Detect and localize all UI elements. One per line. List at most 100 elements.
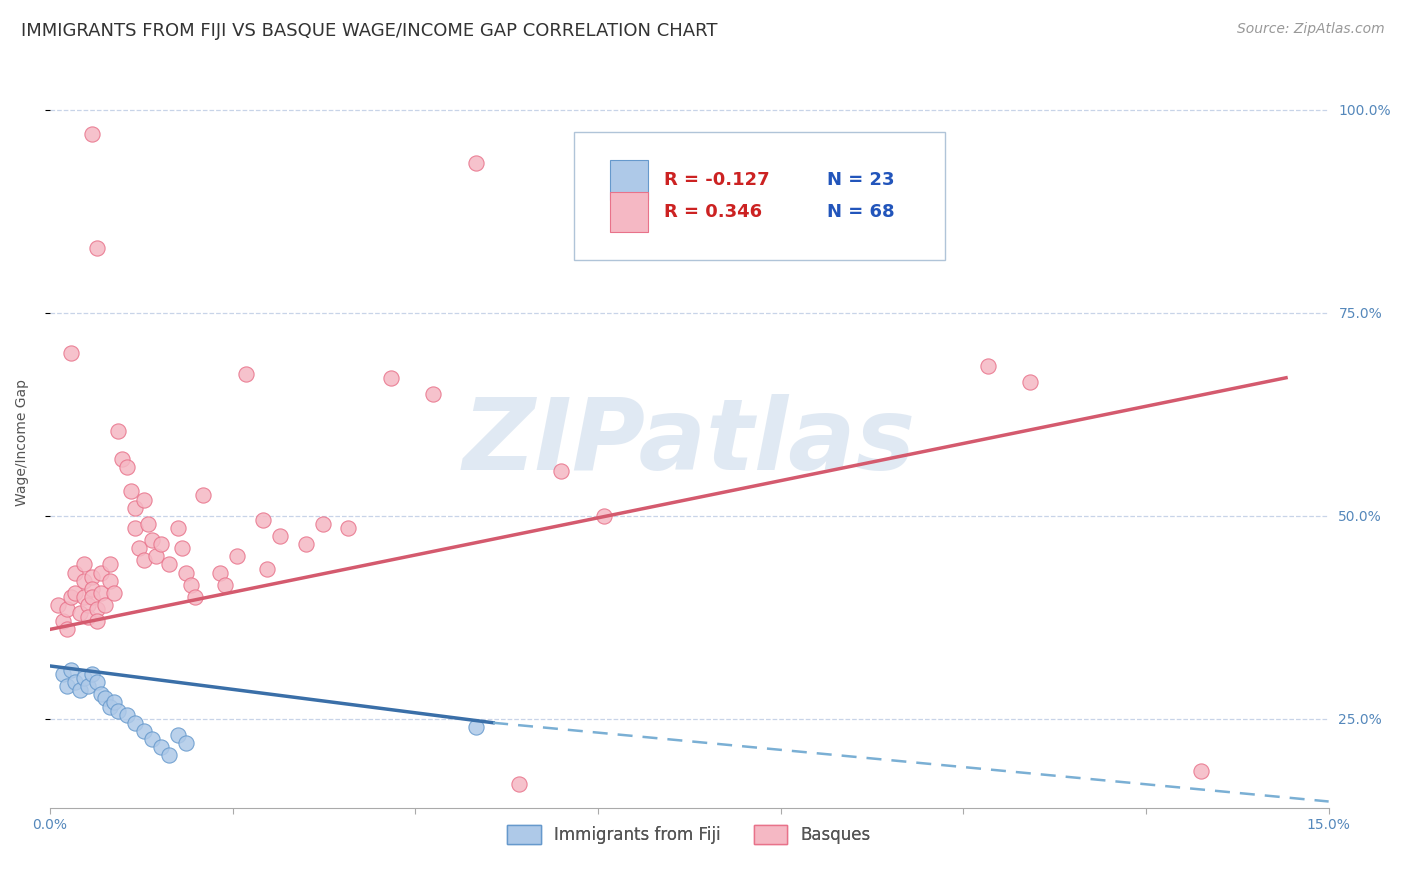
Point [235, 367, 257, 381]
Point [157, 558, 180, 572]
Point [465, 155, 488, 169]
Point [82, 569, 104, 583]
Point [65, 675, 87, 690]
Point [107, 424, 129, 438]
Point [111, 452, 134, 467]
Point [82, 667, 104, 681]
Point [86, 602, 108, 616]
Text: N = 68: N = 68 [827, 203, 896, 221]
FancyBboxPatch shape [610, 160, 648, 200]
Point [149, 740, 172, 755]
FancyBboxPatch shape [610, 192, 648, 232]
Point [107, 704, 129, 718]
Point [52, 667, 75, 681]
Point [82, 582, 104, 596]
Point [166, 728, 188, 742]
Point [311, 516, 333, 531]
Point [94, 691, 117, 706]
Point [90, 566, 112, 580]
Point [184, 590, 207, 604]
FancyBboxPatch shape [574, 132, 945, 260]
Point [1019, 375, 1042, 389]
Point [77, 598, 100, 612]
Point [422, 387, 444, 401]
Point [124, 715, 146, 730]
Point [337, 521, 360, 535]
Point [52, 615, 75, 629]
Point [226, 549, 249, 564]
Point [380, 371, 402, 385]
Point [157, 748, 180, 763]
Point [179, 578, 201, 592]
Point [193, 488, 215, 502]
Point [86, 615, 108, 629]
Point [90, 687, 112, 701]
Point [82, 128, 104, 142]
Point [103, 586, 125, 600]
Point [848, 209, 870, 223]
Point [73, 574, 96, 588]
Point [60, 590, 83, 604]
Point [98, 574, 121, 588]
Point [69, 683, 91, 698]
Point [636, 204, 658, 219]
Text: N = 23: N = 23 [827, 171, 894, 189]
Point [65, 566, 87, 580]
Point [132, 723, 155, 738]
Text: IMMIGRANTS FROM FIJI VS BASQUE WAGE/INCOME GAP CORRELATION CHART: IMMIGRANTS FROM FIJI VS BASQUE WAGE/INCO… [21, 22, 717, 40]
Point [141, 533, 163, 548]
Point [214, 578, 236, 592]
Point [103, 696, 125, 710]
Point [141, 731, 163, 746]
Point [86, 241, 108, 255]
Text: R = -0.127: R = -0.127 [664, 171, 769, 189]
Point [593, 508, 616, 523]
Point [174, 566, 197, 580]
Point [115, 707, 138, 722]
Point [465, 720, 488, 734]
Point [508, 777, 530, 791]
Point [166, 521, 188, 535]
Point [82, 590, 104, 604]
Point [90, 586, 112, 600]
Point [77, 679, 100, 693]
Point [132, 553, 155, 567]
Point [209, 566, 232, 580]
Point [98, 558, 121, 572]
Point [120, 484, 142, 499]
Point [115, 460, 138, 475]
Point [77, 610, 100, 624]
Point [136, 516, 159, 531]
Text: Source: ZipAtlas.com: Source: ZipAtlas.com [1237, 22, 1385, 37]
Legend: Immigrants from Fiji, Basques: Immigrants from Fiji, Basques [501, 818, 877, 851]
Y-axis label: Wage/Income Gap: Wage/Income Gap [15, 379, 30, 507]
Point [56, 679, 79, 693]
Point [94, 598, 117, 612]
Point [145, 549, 167, 564]
Point [124, 521, 146, 535]
Point [149, 537, 172, 551]
Point [98, 699, 121, 714]
Point [128, 541, 150, 556]
Point [170, 541, 193, 556]
Point [65, 586, 87, 600]
Point [73, 590, 96, 604]
Point [269, 529, 291, 543]
Point [69, 606, 91, 620]
Point [86, 675, 108, 690]
Point [294, 537, 316, 551]
Point [252, 513, 274, 527]
Point [48, 598, 70, 612]
Point [56, 602, 79, 616]
Point [1189, 764, 1212, 779]
Point [124, 500, 146, 515]
Text: R = 0.346: R = 0.346 [664, 203, 762, 221]
Point [73, 558, 96, 572]
Point [550, 464, 572, 478]
Point [56, 623, 79, 637]
Point [256, 561, 278, 575]
Text: ZIPatlas: ZIPatlas [463, 394, 915, 491]
Point [132, 492, 155, 507]
Point [73, 671, 96, 685]
Point [976, 359, 998, 373]
